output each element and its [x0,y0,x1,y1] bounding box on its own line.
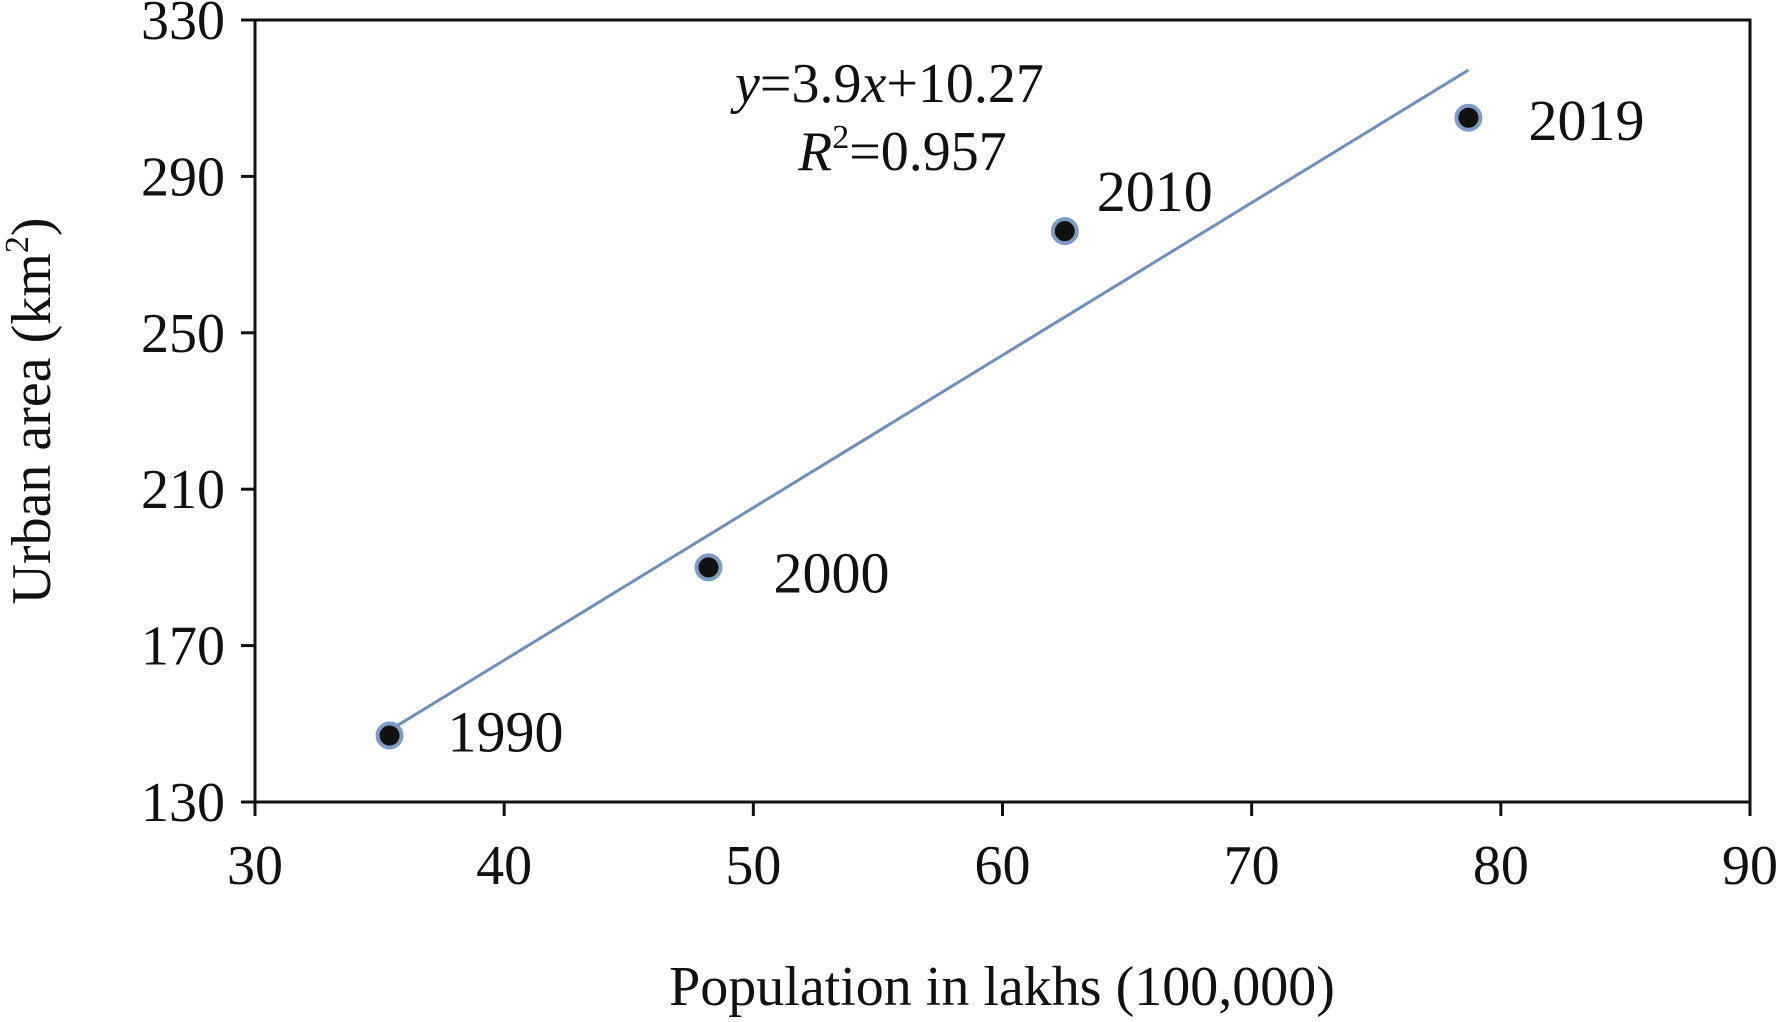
point-label-2000: 2000 [773,540,889,605]
x-axis-ticks: 30 40 50 60 70 80 90 [227,802,1776,897]
y-axis-ticks: 130 170 210 250 290 330 [141,0,255,834]
x-axis-title: Population in lakhs (100,000) [669,956,1335,1018]
data-point-2010 [1050,217,1079,246]
y-axis-title-end: ) [1,217,63,236]
equation-part2: +10.27 [886,53,1044,115]
trendline-group [388,68,1470,732]
y-tick-label: 290 [141,146,225,208]
equation-line-1: y=3.9x+10.27 [730,53,1044,115]
y-tick-label: 250 [141,303,225,365]
data-points: 1990 2000 2010 2019 [375,88,1644,765]
x-tick-label: 40 [476,835,532,897]
point-label-2019: 2019 [1528,88,1644,153]
equation-y: y [730,53,760,115]
y-axis-title: Urban area (km2) [0,217,63,604]
y-tick-label: 130 [141,772,225,834]
equation-line-2: R2=0.957 [797,119,1007,183]
y-tick-label: 330 [141,0,225,52]
x-tick-label: 60 [975,835,1031,897]
equation-x: x [860,53,886,115]
r-squared-value: =0.957 [849,121,1007,183]
x-tick-label: 90 [1722,835,1776,897]
data-point-2019 [1454,103,1483,132]
x-tick-label: 30 [227,835,283,897]
equation-part1: =3.9 [760,53,862,115]
x-tick-label: 50 [725,835,781,897]
trendline [388,68,1470,732]
y-tick-label: 210 [141,459,225,521]
data-point-1990 [375,721,404,750]
data-point-2000 [694,553,723,582]
x-tick-label: 70 [1224,835,1280,897]
x-tick-label: 80 [1473,835,1529,897]
r-squared-superscript: 2 [832,119,849,156]
point-label-2010: 2010 [1097,159,1213,224]
point-label-1990: 1990 [448,700,564,765]
y-tick-label: 170 [141,616,225,678]
y-axis-title-main: Urban area (km [1,253,63,604]
r-squared-symbol: R [797,121,832,183]
y-axis-title-superscript: 2 [0,236,36,253]
